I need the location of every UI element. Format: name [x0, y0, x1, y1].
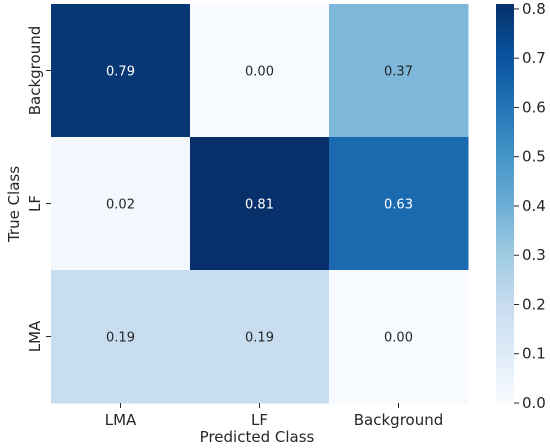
cell-value-label-r2-c1: 0.19	[245, 331, 274, 346]
colorbar-tick-label: 0.3	[522, 246, 546, 264]
y-axis-ticks: Background LF LMA	[26, 26, 51, 352]
heatmap-cell-r1-c1	[190, 137, 330, 271]
heatmap-cell-r0-c0	[51, 4, 191, 138]
colorbar: 0.0 0.1 0.2 0.3 0.4 0.5 0.6 0.7 0.8	[496, 0, 546, 412]
colorbar-tick-label: 0.7	[522, 49, 546, 67]
cell-value-label-r0-c0: 0.79	[106, 65, 135, 80]
heatmap-cell-r1-c2	[329, 137, 469, 271]
y-tick-label: Background	[26, 26, 44, 116]
x-tick-label: LF	[251, 411, 268, 429]
x-axis-title: Predicted Class	[200, 428, 315, 446]
colorbar-tick-label: 0.2	[522, 295, 546, 313]
heatmap-cell-r1-c0	[51, 137, 191, 271]
y-tick-label: LMA	[26, 320, 44, 352]
y-axis-title: True Class	[5, 166, 23, 243]
colorbar-tick-label: 0.5	[522, 148, 546, 166]
colorbar-tick-label: 0.8	[522, 0, 546, 18]
cell-value-label-r1-c0: 0.02	[106, 198, 135, 213]
heatmap-cells: 0.79 0.00 0.37 0.02 0.81 0.63 0.19 0.19 0.00	[51, 4, 469, 404]
cell-value-label-r0-c2: 0.37	[384, 65, 413, 80]
x-tick-label: Background	[354, 411, 444, 429]
y-tick-label: LF	[26, 195, 44, 212]
cell-value-label-r1-c1: 0.81	[245, 198, 274, 213]
cell-value-label-r1-c2: 0.63	[384, 198, 413, 213]
colorbar-tick-label: 0.0	[522, 394, 546, 412]
cell-value-label-r2-c2: 0.00	[384, 331, 413, 346]
x-tick-label: LMA	[105, 411, 137, 429]
heatmap-cell-r0-c2	[329, 4, 469, 138]
heatmap-cell-r2-c2	[329, 270, 469, 404]
colorbar-tick-label: 0.6	[522, 98, 546, 116]
colorbar-tick-label: 0.4	[522, 197, 546, 215]
colorbar-tick-label: 0.1	[522, 345, 546, 363]
cell-value-label-r2-c0: 0.19	[106, 331, 135, 346]
cell-value-label-r0-c1: 0.00	[245, 65, 274, 80]
heatmap-cell-r2-c0	[51, 270, 191, 404]
x-axis-ticks: LMA LF Background	[105, 403, 444, 429]
colorbar-gradient	[496, 4, 514, 403]
heatmap-cell-r0-c1	[190, 4, 330, 138]
heatmap-cell-r2-c1	[190, 270, 330, 404]
